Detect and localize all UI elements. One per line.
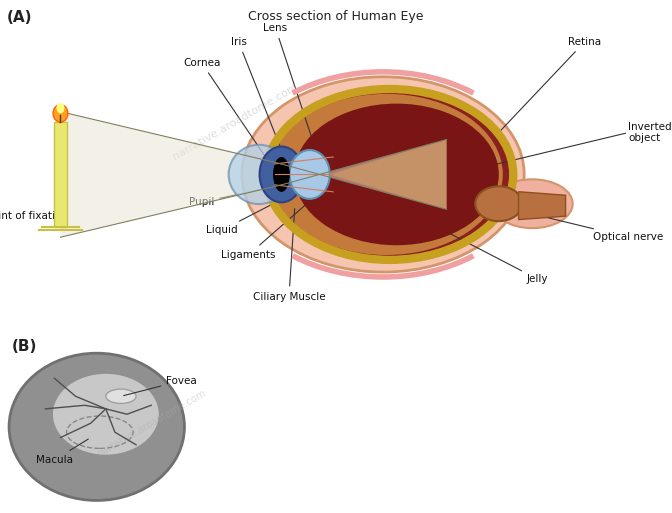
Text: Ligaments: Ligaments	[221, 197, 314, 260]
Text: Macula: Macula	[36, 439, 88, 465]
Ellipse shape	[475, 186, 522, 221]
Text: Ciliary Muscle: Ciliary Muscle	[253, 209, 325, 302]
Ellipse shape	[53, 374, 159, 455]
Ellipse shape	[53, 105, 68, 122]
Ellipse shape	[270, 94, 503, 255]
Text: (B): (B)	[12, 339, 38, 354]
Ellipse shape	[106, 389, 136, 403]
Text: Cross section of Human Eye: Cross section of Human Eye	[248, 10, 424, 24]
Ellipse shape	[228, 145, 289, 204]
Text: Optical nerve: Optical nerve	[521, 211, 663, 242]
Text: narrative.aroadtome.com: narrative.aroadtome.com	[372, 152, 501, 232]
Text: Point of fixation: Point of fixation	[0, 211, 68, 221]
Bar	[54, 122, 67, 227]
Ellipse shape	[242, 77, 524, 272]
Text: narrative.aroadtome.com: narrative.aroadtome.com	[95, 388, 208, 459]
Ellipse shape	[290, 150, 330, 199]
Text: Fovea: Fovea	[124, 376, 197, 396]
Ellipse shape	[492, 180, 573, 228]
Ellipse shape	[268, 90, 511, 259]
Polygon shape	[60, 112, 446, 237]
Text: Retina: Retina	[501, 37, 601, 130]
Ellipse shape	[9, 353, 184, 501]
Text: (A): (A)	[7, 10, 32, 26]
Ellipse shape	[294, 104, 499, 245]
Text: narrative.aroadtome.com: narrative.aroadtome.com	[171, 82, 300, 162]
Text: Iris: Iris	[230, 37, 280, 147]
Ellipse shape	[56, 103, 65, 113]
Ellipse shape	[259, 147, 303, 202]
Ellipse shape	[273, 157, 290, 192]
Text: Liquid: Liquid	[206, 193, 294, 235]
Polygon shape	[330, 140, 446, 209]
Polygon shape	[519, 192, 566, 220]
Text: Lens: Lens	[263, 23, 316, 149]
Text: Inverted image of
object: Inverted image of object	[628, 122, 672, 143]
Text: Pupil: Pupil	[189, 186, 279, 207]
Text: Jelly: Jelly	[419, 218, 548, 284]
Text: Cornea: Cornea	[183, 58, 264, 155]
